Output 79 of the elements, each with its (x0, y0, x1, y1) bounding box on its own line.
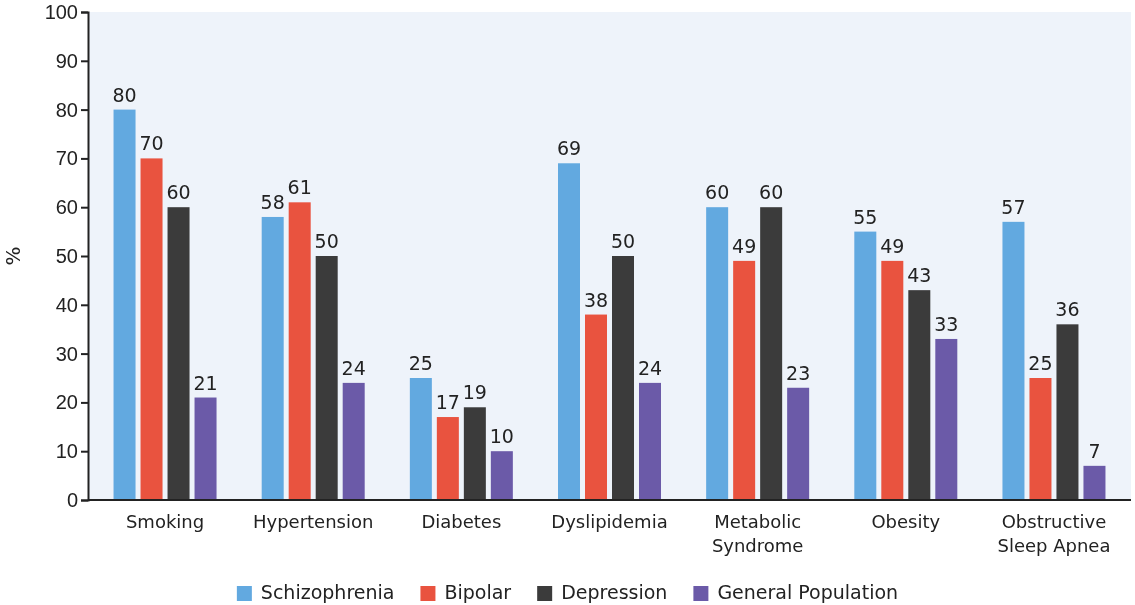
bar (1002, 221, 1025, 500)
data-label: 10 (489, 425, 514, 448)
bar (409, 378, 432, 500)
x-tick-label: Diabetes (421, 511, 502, 532)
bar (908, 290, 931, 500)
y-axis-title: % (1, 246, 25, 266)
x-tick-label: Metabolic Syndrome (711, 511, 804, 556)
data-label: 55 (853, 205, 878, 228)
bar (1083, 465, 1106, 500)
y-tick-label: 40 (55, 293, 78, 316)
data-label: 69 (556, 137, 582, 160)
legend-label: General Population (717, 581, 899, 603)
bar (140, 158, 163, 500)
data-label: 25 (1028, 352, 1053, 374)
bar (787, 387, 810, 500)
bar (490, 451, 513, 500)
x-tick-label: Hypertension (252, 511, 374, 532)
data-label: 49 (880, 234, 905, 257)
data-label: 50 (314, 230, 339, 252)
y-tick-label: 20 (55, 391, 78, 414)
data-label: 38 (583, 288, 609, 311)
bar (167, 207, 190, 500)
data-label: 80 (112, 83, 137, 106)
data-label: 33 (934, 312, 959, 335)
data-label: 7 (1088, 439, 1101, 462)
y-tick-label: 30 (55, 342, 78, 365)
y-tick-label: 0 (66, 488, 78, 511)
y-tick-label: 10 (55, 440, 78, 463)
bar (1056, 324, 1079, 500)
bar (760, 207, 783, 500)
legend-label: Depression (561, 581, 668, 603)
bar (935, 338, 958, 500)
y-tick-label: 100 (44, 0, 78, 23)
data-label: 60 (705, 181, 730, 204)
x-tick-label: Obesity (871, 511, 941, 532)
data-label: 58 (260, 190, 285, 213)
x-tick-label: Smoking (125, 511, 205, 532)
y-tick-label: 60 (55, 196, 78, 219)
data-label: 61 (287, 176, 312, 199)
y-tick-label: 90 (55, 49, 78, 72)
data-label: 36 (1055, 298, 1080, 321)
legend-label: Bipolar (444, 581, 512, 603)
data-label: 70 (139, 132, 164, 155)
data-label: 60 (166, 181, 191, 204)
bar (881, 260, 904, 500)
y-tick-label: 50 (55, 244, 78, 267)
bar (639, 382, 661, 500)
bar (113, 109, 136, 500)
data-label: 49 (732, 234, 757, 257)
bar (463, 407, 486, 500)
bar (585, 314, 607, 500)
bar (1029, 378, 1052, 500)
data-label: 25 (408, 352, 433, 374)
x-tick-label: Dyslipidemia (551, 511, 668, 532)
bar (706, 207, 729, 500)
bar (315, 256, 338, 500)
x-tick-label: Obstructive Sleep Apnea (997, 511, 1111, 556)
y-tick-label: 80 (55, 98, 78, 121)
bar (558, 163, 580, 500)
data-label: 24 (341, 356, 366, 379)
data-label: 19 (462, 381, 487, 404)
data-label: 23 (786, 361, 811, 384)
bar (612, 256, 634, 500)
y-tick-label: 70 (55, 147, 78, 170)
data-label: 60 (759, 181, 784, 204)
data-label: 17 (435, 391, 460, 414)
bar (261, 216, 284, 500)
bar (288, 202, 311, 500)
data-label: 57 (1001, 195, 1026, 218)
bar (733, 260, 756, 500)
bar (342, 382, 365, 500)
data-label: 21 (193, 371, 218, 394)
data-label: 50 (610, 230, 636, 252)
bar (194, 397, 217, 500)
bar (854, 231, 877, 500)
legend-label: Schizophrenia (260, 581, 395, 603)
bar (436, 417, 459, 500)
data-label: 24 (637, 356, 663, 379)
data-label: 43 (907, 264, 932, 287)
